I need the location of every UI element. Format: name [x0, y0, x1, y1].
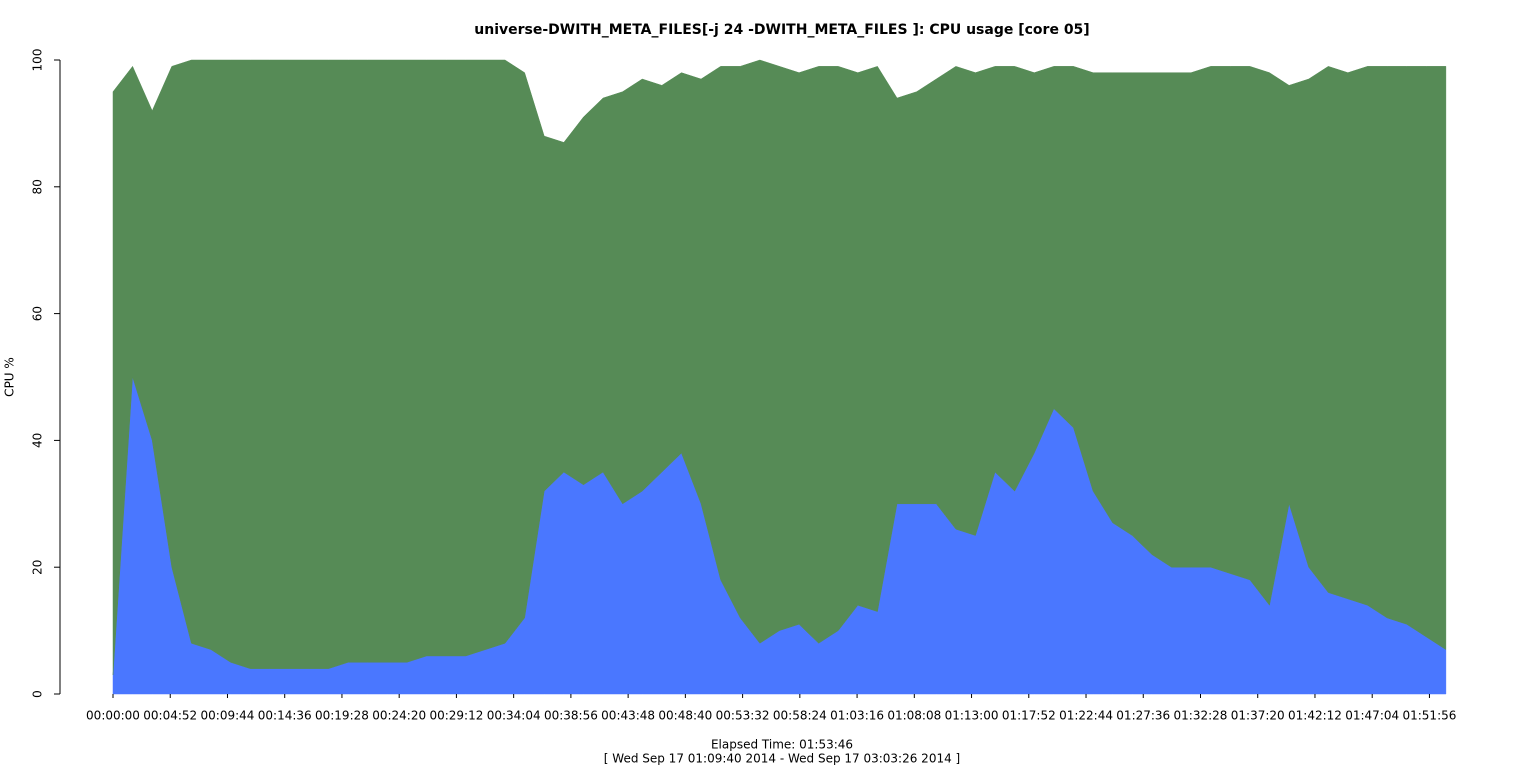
- x-tick-label: 00:53:32: [716, 709, 770, 723]
- area: [112, 59, 1447, 675]
- x-tick-label: 01:27:36: [1116, 709, 1170, 723]
- x-tick-label: 01:37:20: [1231, 709, 1285, 723]
- subtitle: [ Wed Sep 17 01:09:40 2014 - Wed Sep 17 …: [604, 752, 960, 766]
- x-tick-label: 01:22:44: [1059, 709, 1113, 723]
- x-tick-label: 00:14:36: [258, 709, 312, 723]
- x-tick-label: 00:58:24: [773, 709, 827, 723]
- x-tick-label: 00:09:44: [201, 709, 255, 723]
- x-tick-label: 00:19:28: [315, 709, 369, 723]
- y-tick-label: 100: [31, 49, 45, 72]
- x-tick-label: 01:47:04: [1345, 709, 1399, 723]
- x-tick-label: 01:03:16: [830, 709, 884, 723]
- x-tick-label: 00:24:20: [372, 709, 426, 723]
- x-tick-label: 00:29:12: [429, 709, 483, 723]
- x-tick-label: 00:43:48: [601, 709, 655, 723]
- x-tick-label: 00:48:40: [658, 709, 712, 723]
- x-tick-label: 00:04:52: [143, 709, 197, 723]
- x-tick-label: 00:38:56: [544, 709, 598, 723]
- x-tick-label: 01:08:08: [887, 709, 941, 723]
- x-tick-label: 01:32:28: [1174, 709, 1228, 723]
- y-tick-label: 20: [31, 560, 45, 575]
- x-tick-label: 01:42:12: [1288, 709, 1342, 723]
- x-tick-label: 01:51:56: [1402, 709, 1456, 723]
- y-tick-label: 40: [31, 433, 45, 448]
- x-tick-label: 01:13:00: [945, 709, 999, 723]
- chart-title: universe-DWITH_META_FILES[-j 24 -DWITH_M…: [474, 22, 1089, 38]
- x-axis-label: Elapsed Time: 01:53:46: [711, 738, 853, 752]
- x-tick-label: 00:00:00: [86, 709, 140, 723]
- y-axis-label: CPU %: [3, 357, 17, 397]
- y-tick-label: 60: [31, 306, 45, 321]
- y-tick-label: 0: [31, 690, 45, 698]
- x-tick-label: 01:17:52: [1002, 709, 1056, 723]
- x-tick-label: 00:34:04: [487, 709, 541, 723]
- y-tick-label: 80: [31, 179, 45, 194]
